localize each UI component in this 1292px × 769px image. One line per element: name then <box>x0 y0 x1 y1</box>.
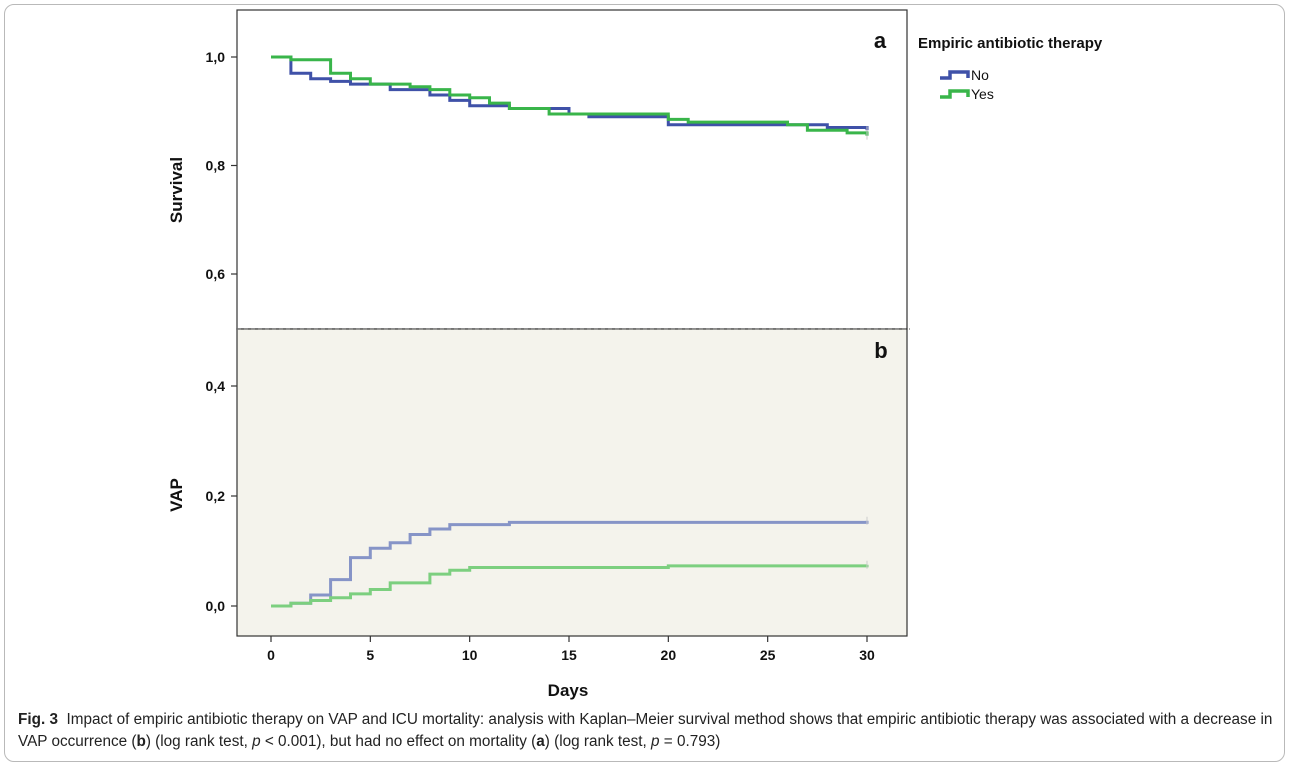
caption-p-symbol: p <box>252 733 261 750</box>
caption-text-4: ) (log rank test, <box>544 733 652 750</box>
panel-a-y-axis-label: Survival <box>167 157 186 223</box>
panel-b-series <box>271 516 869 608</box>
figure-frame <box>4 4 1285 762</box>
panel-a-series <box>271 55 869 140</box>
legend-title: Empiric antibiotic therapy <box>918 35 1103 52</box>
panel-a-label: a <box>874 28 887 53</box>
caption-text-3: < 0.001), but had no effect on mortality… <box>260 733 537 750</box>
legend-swatch-yes <box>940 89 970 99</box>
y-tick-label-panel-a: 0,6 <box>206 266 226 282</box>
legend-label-yes: Yes <box>971 86 994 102</box>
figure-caption: Fig. 3 Impact of empiric antibiotic ther… <box>18 709 1273 753</box>
legend: Empiric antibiotic therapy No Yes <box>918 35 1103 102</box>
x-tick-label: 20 <box>661 647 677 663</box>
panel-b-y-axis-label: VAP <box>167 478 186 512</box>
caption-text-5: = 0.793) <box>659 733 721 750</box>
caption-p-symbol-2: p <box>651 733 660 750</box>
x-tick-label: 10 <box>462 647 478 663</box>
caption-b-label: b <box>136 733 146 750</box>
caption-figure-label: Fig. 3 <box>18 711 58 728</box>
series-line-panel-b-no <box>271 520 869 608</box>
x-tick-label: 15 <box>561 647 577 663</box>
x-tick-label: 0 <box>267 647 275 663</box>
panel-b-label: b <box>874 338 887 363</box>
kaplan-meier-figure: 1,0 0,8 0,6 0,4 0,2 0,0 0 5 10 15 20 25 30 a b Survi… <box>167 9 1103 700</box>
y-tick-label-panel-b: 0,0 <box>206 598 226 614</box>
caption-text-1: Impact of empiric antibiotic therapy on … <box>18 711 1273 750</box>
legend-swatch-no <box>940 70 970 80</box>
axis-ticks: 1,0 0,8 0,6 0,4 0,2 0,0 0 5 10 15 20 25 30 <box>206 49 875 663</box>
x-tick-label: 25 <box>760 647 776 663</box>
panel-b-plot-area <box>236 328 908 637</box>
y-tick-label-panel-a: 0,8 <box>206 158 226 174</box>
y-tick-label-panel-b: 0,2 <box>206 488 226 504</box>
y-tick-label-panel-b: 0,4 <box>206 378 226 394</box>
series-line-panel-a-yes <box>271 55 869 136</box>
y-tick-label-panel-a: 1,0 <box>206 49 226 65</box>
series-line-panel-b-yes <box>271 564 869 608</box>
legend-label-no: No <box>971 67 989 83</box>
x-axis-label: Days <box>548 681 589 700</box>
caption-a-label: a <box>536 733 545 750</box>
caption-text-2: ) (log rank test, <box>145 733 253 750</box>
panel-a-plot-area <box>236 9 908 330</box>
x-tick-label: 30 <box>859 647 875 663</box>
x-tick-label: 5 <box>366 647 374 663</box>
